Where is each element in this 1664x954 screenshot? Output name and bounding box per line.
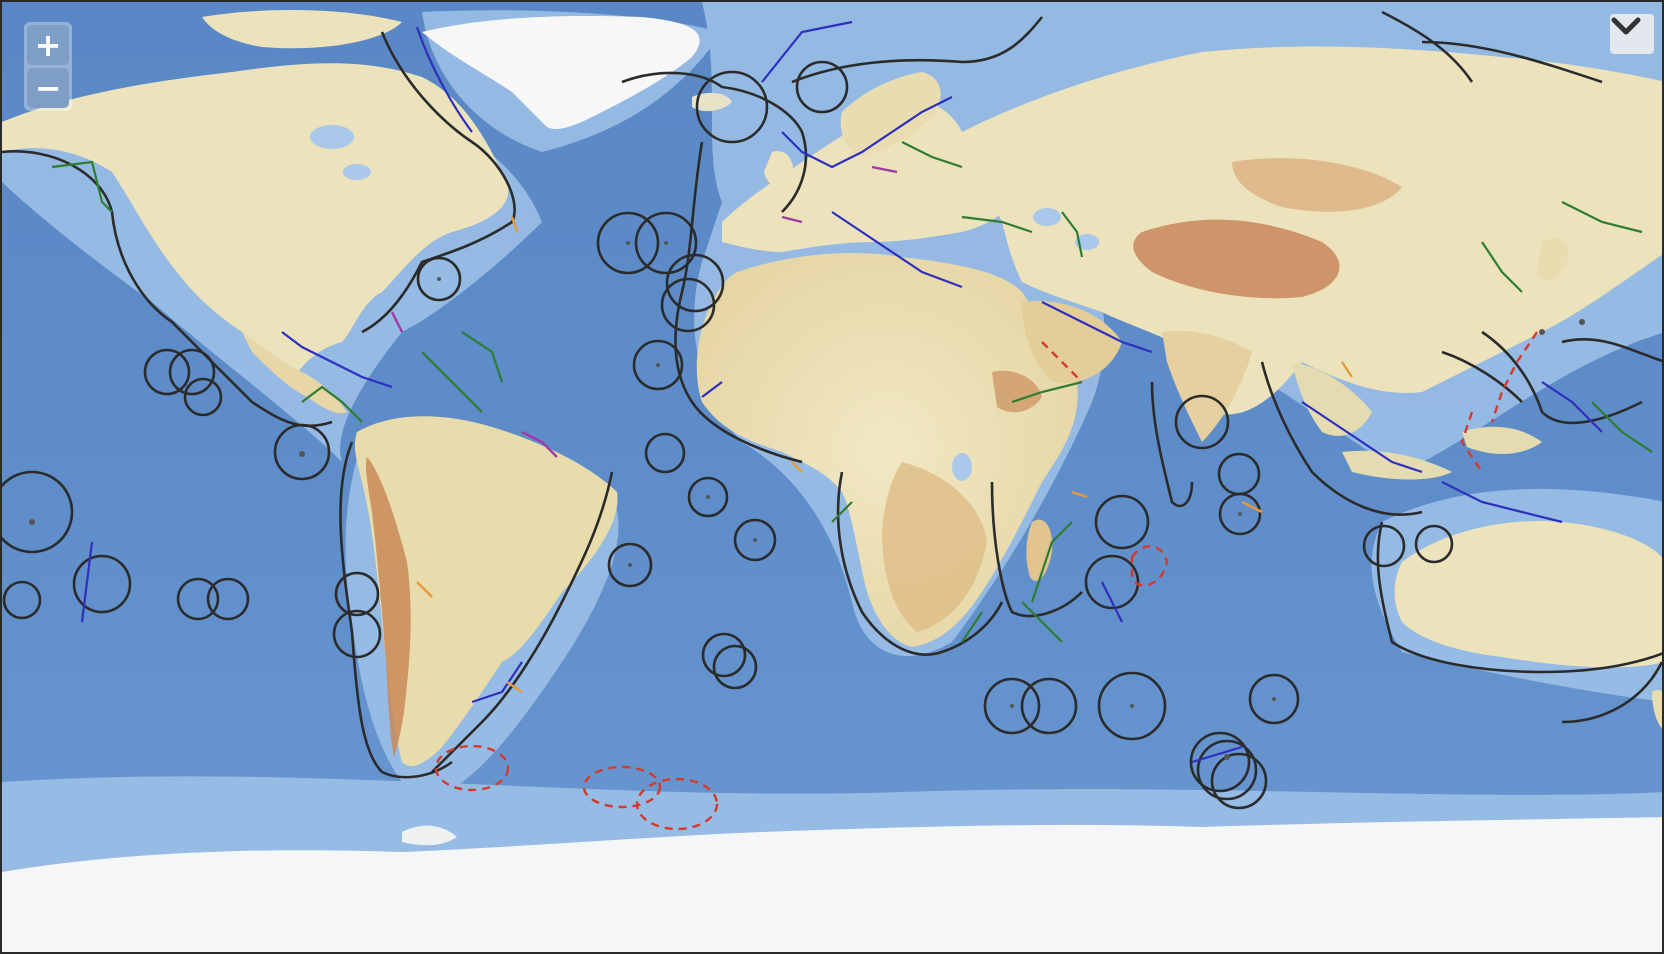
other-boundaries — [416, 216, 1353, 693]
zoom-out-button[interactable]: − — [27, 68, 69, 108]
zoom-in-button[interactable]: + — [27, 25, 69, 65]
disputed-boundaries — [434, 331, 1538, 831]
antarctica — [2, 817, 1662, 952]
europe — [722, 101, 1012, 252]
island-eez-circles — [2, 60, 1454, 810]
inland-water — [310, 125, 1099, 481]
median-lines — [51, 141, 1653, 643]
australia — [1394, 521, 1662, 668]
landmasses — [2, 10, 1662, 952]
layer-toggle-button[interactable] — [1610, 14, 1654, 54]
joint-regime-boundaries — [390, 165, 898, 458]
north-america — [2, 63, 509, 382]
treaty-boundaries — [80, 20, 1603, 764]
south-america — [354, 416, 618, 767]
zoom-control: + − — [24, 22, 72, 111]
asia — [962, 46, 1662, 415]
greenland — [422, 15, 700, 129]
chevron-down-icon — [1611, 17, 1641, 35]
eez-boundaries — [2, 10, 1662, 779]
island-specks — [29, 241, 1585, 760]
